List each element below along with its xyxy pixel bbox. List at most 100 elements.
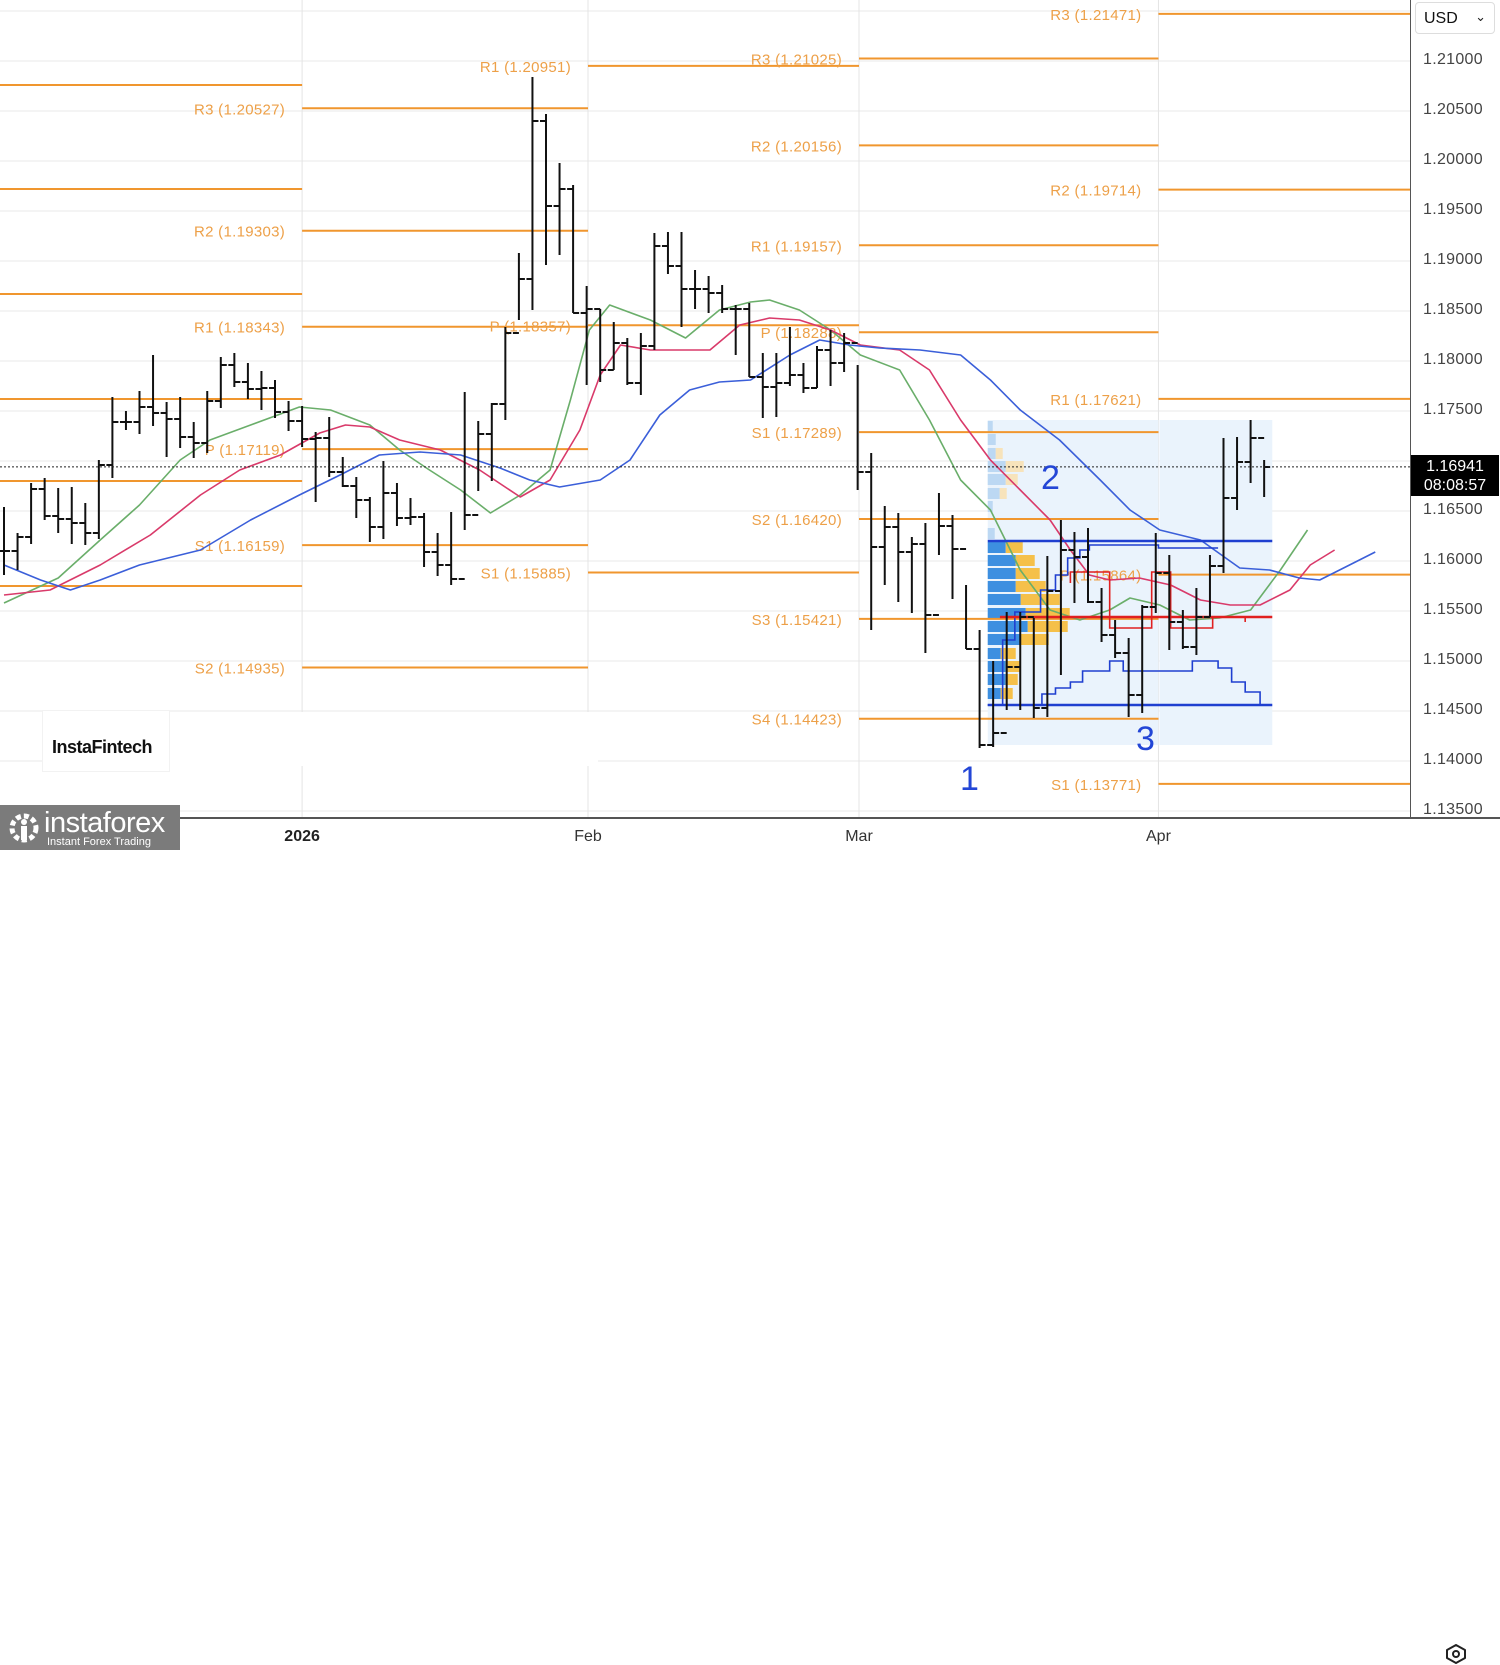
ohlc-bar	[458, 392, 471, 580]
volume-profile-sell-bar	[1015, 555, 1035, 566]
price-tick-label: 1.18000	[1423, 351, 1483, 368]
ohlc-bar	[648, 233, 661, 350]
ohlc-bar	[92, 460, 105, 539]
ohlc-bar	[147, 355, 160, 426]
ohlc-bar	[851, 342, 864, 490]
volume-profile-sell-bar	[1015, 581, 1046, 592]
ohlc-bar	[418, 513, 431, 567]
price-axis[interactable]: USD ⌄ 1.21000 1.20500 1.20000 1.19500 1.1900…	[1410, 0, 1500, 818]
ohlc-bar	[553, 163, 566, 255]
ohlc-bar	[783, 327, 796, 386]
ohlc-bar	[499, 327, 512, 420]
ohlc-bar	[0, 507, 10, 575]
price-tick-label: 1.14500	[1423, 701, 1483, 718]
chart-plot-area[interactable]: R3 (1.20527) R2 (1.19303) R1 (1.18343) P (1…	[0, 0, 1410, 817]
ohlc-bar	[1203, 555, 1216, 618]
ohlc-bar	[52, 488, 65, 533]
volume-profile-buy-bar	[987, 448, 996, 459]
volume-profile-buy-bar	[987, 555, 1016, 566]
pivot-label: R1 (1.20951)	[480, 59, 571, 76]
volume-profile-buy-bar	[987, 474, 1006, 485]
volume-profile-sell-bar	[995, 448, 1003, 459]
ohlc-bar	[1000, 612, 1013, 734]
annotation-label-2: 2	[1041, 459, 1060, 497]
ohlc-bar	[770, 353, 783, 417]
ohlc-bar	[594, 308, 607, 382]
ohlc-bar	[946, 515, 959, 599]
price-tick-label: 1.13500	[1423, 801, 1483, 818]
pivot-label: R2 (1.19714)	[1050, 183, 1141, 200]
ohlc-bar	[1041, 556, 1054, 717]
ohlc-bar	[1190, 588, 1203, 655]
ohlc-bar	[1014, 612, 1027, 710]
ohlc-bar	[1176, 610, 1189, 649]
pivot-label: R3 (1.21025)	[751, 52, 842, 69]
ohlc-bar	[716, 285, 729, 313]
pivot-label: S1 (1.15885)	[481, 566, 571, 583]
ohlc-bar	[1068, 532, 1081, 603]
ohlc-bar	[160, 402, 173, 457]
price-chart[interactable]: R3 (1.20527) R2 (1.19303) R1 (1.18343) P (1…	[0, 0, 1410, 817]
volume-profile-buy-bar	[987, 688, 1001, 699]
ohlc-bar	[350, 477, 363, 518]
eye-icon[interactable]	[1444, 1643, 1468, 1665]
ohlc-bar	[472, 421, 485, 516]
pivot-label: S1 (1.17289)	[752, 425, 842, 442]
volume-profile-buy-bar	[987, 421, 993, 432]
instafintech-watermark: InstaFintech	[42, 710, 170, 772]
ohlc-bar	[323, 417, 336, 477]
time-axis[interactable]: Dec2026FebMarApr	[0, 817, 1500, 1664]
ohlc-bar	[174, 397, 187, 448]
time-axis-label: Apr	[1146, 828, 1171, 845]
volume-profile-sell-bar	[1005, 661, 1020, 672]
volume-profile-buy-bar	[987, 434, 996, 445]
ohlc-bar	[255, 371, 268, 410]
step-line	[1041, 660, 1261, 705]
volume-profile-buy-bar	[987, 528, 995, 539]
ohlc-bar	[1244, 420, 1257, 483]
ohlc-bar	[214, 357, 227, 408]
price-tick-label: 1.15500	[1423, 601, 1483, 618]
price-tick-label: 1.17500	[1423, 401, 1483, 418]
volume-profile-buy-bar	[987, 542, 1006, 553]
ohlc-bar	[309, 432, 322, 502]
ohlc-bar	[607, 322, 620, 371]
annotation-label-3: 3	[1136, 720, 1155, 758]
volume-profile-sell-bar	[1005, 674, 1018, 685]
ohlc-bar	[702, 276, 715, 313]
volume-profile-sell-bar	[1000, 648, 1016, 659]
ohlc-bar	[228, 353, 241, 387]
price-tick-label: 1.19000	[1423, 251, 1483, 268]
ohlc-bar	[11, 533, 24, 570]
instaforex-logo: instaforex Instant Forex Trading	[0, 805, 180, 850]
ohlc-bar	[187, 422, 200, 458]
pivot-label: P (1.17119)	[205, 442, 285, 459]
volume-profile-buy-bar	[987, 674, 1006, 685]
ohlc-bar	[580, 286, 593, 385]
volume-profile-buy-bar	[987, 594, 1021, 605]
ohlc-bar	[1163, 555, 1176, 650]
volume-profile-sell-bar	[1015, 568, 1040, 579]
moving-average-medium	[3, 317, 1336, 606]
volume-profile-buy-bar	[987, 568, 1016, 579]
ohlc-bar	[336, 457, 349, 487]
ohlc-bar	[269, 380, 281, 418]
moving-average-slow	[3, 339, 1376, 591]
currency-select[interactable]: USD ⌄	[1415, 2, 1495, 34]
ohlc-bar	[1082, 528, 1094, 603]
ohlc-bar	[1109, 620, 1122, 658]
price-tick-label: 1.20500	[1423, 101, 1483, 118]
ohlc-bar	[1231, 437, 1244, 510]
volume-profile-buy-bar	[987, 648, 1001, 659]
ohlc-bar	[38, 478, 51, 520]
volume-profile-buy-bar	[987, 621, 1028, 632]
ohlc-bar	[689, 270, 702, 309]
ohlc-bar	[445, 512, 458, 585]
ohlc-bar	[634, 333, 647, 395]
time-axis-label: Feb	[574, 828, 602, 845]
ohlc-bar	[1136, 605, 1149, 713]
ohlc-bar	[282, 401, 295, 431]
ohlc-bar	[919, 523, 932, 653]
price-tick-label: 1.14000	[1423, 751, 1483, 768]
pivot-label: R1 (1.18343)	[194, 320, 285, 337]
